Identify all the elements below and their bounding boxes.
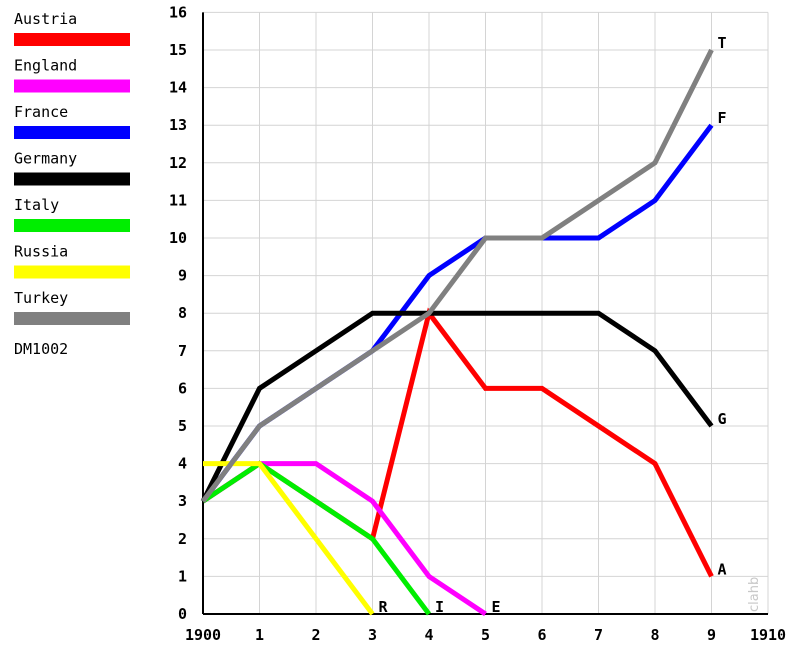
y-tick-label: 8 <box>178 304 187 322</box>
x-tick-label: 1 <box>255 626 264 644</box>
legend-label-italy: Italy <box>14 196 59 214</box>
y-tick-label: 10 <box>169 229 187 247</box>
legend-swatch-russia <box>14 265 130 279</box>
y-tick-label: 2 <box>178 530 187 548</box>
series-end-label-germany: G <box>718 410 727 428</box>
y-tick-label: 1 <box>178 567 187 585</box>
y-tick-label: 9 <box>178 267 187 285</box>
y-tick-label: 3 <box>178 492 187 510</box>
y-tick-label: 6 <box>178 379 187 397</box>
legend-label-austria: Austria <box>14 10 77 28</box>
series-end-label-france: F <box>718 109 727 127</box>
x-tick-label: 7 <box>594 626 603 644</box>
series-end-label-russia: R <box>379 598 389 616</box>
legend-swatch-turkey <box>14 312 130 325</box>
legend-caption: DM1002 <box>14 340 68 358</box>
x-tick-label: 5 <box>481 626 490 644</box>
legend-swatch-france <box>14 126 130 139</box>
series-end-labels: A E F G I R T <box>379 34 727 616</box>
y-tick-label: 5 <box>178 417 187 435</box>
x-tick-label: 9 <box>707 626 716 644</box>
legend-label-russia: Russia <box>14 243 68 261</box>
x-tick-label: 3 <box>368 626 377 644</box>
x-tick-label: 8 <box>650 626 659 644</box>
x-tick-label: 2 <box>311 626 320 644</box>
series-end-label-england: E <box>492 598 501 616</box>
x-tick-label: 1900 <box>185 626 221 644</box>
x-axis-tick-labels: 1900 1 2 3 4 5 6 7 8 9 1910 <box>185 626 786 644</box>
series-line-italy <box>201 460 431 616</box>
y-tick-label: 16 <box>169 3 187 21</box>
series-lines <box>200 48 714 617</box>
legend-swatch-italy <box>14 219 130 232</box>
x-tick-label: 1910 <box>750 626 786 644</box>
y-tick-label: 4 <box>178 455 187 473</box>
series-end-label-turkey: T <box>718 34 727 52</box>
watermark: clahb <box>747 577 762 612</box>
y-tick-label: 13 <box>169 116 187 134</box>
series-line-austria <box>201 307 714 578</box>
y-tick-label: 15 <box>169 41 187 59</box>
series-line-germany <box>200 310 714 503</box>
series-end-label-italy: I <box>435 598 444 616</box>
series-end-label-austria: A <box>718 560 727 578</box>
x-tick-label: 6 <box>537 626 546 644</box>
legend-swatch-england <box>14 79 130 93</box>
y-tick-label: 0 <box>178 605 187 623</box>
legend-swatch-austria <box>14 33 130 46</box>
y-tick-label: 14 <box>169 79 187 97</box>
legend: Austria England France Germany Italy Russia Tu… <box>14 10 130 325</box>
legend-label-turkey: Turkey <box>14 289 68 307</box>
x-tick-label: 4 <box>424 626 433 644</box>
legend-swatch-germany <box>14 172 130 186</box>
legend-label-germany: Germany <box>14 150 77 168</box>
legend-label-england: England <box>14 57 77 75</box>
y-tick-label: 7 <box>178 342 187 360</box>
series-line-turkey <box>201 48 714 503</box>
y-tick-label: 11 <box>169 191 187 209</box>
legend-label-france: France <box>14 103 68 121</box>
y-tick-label: 12 <box>169 154 187 172</box>
